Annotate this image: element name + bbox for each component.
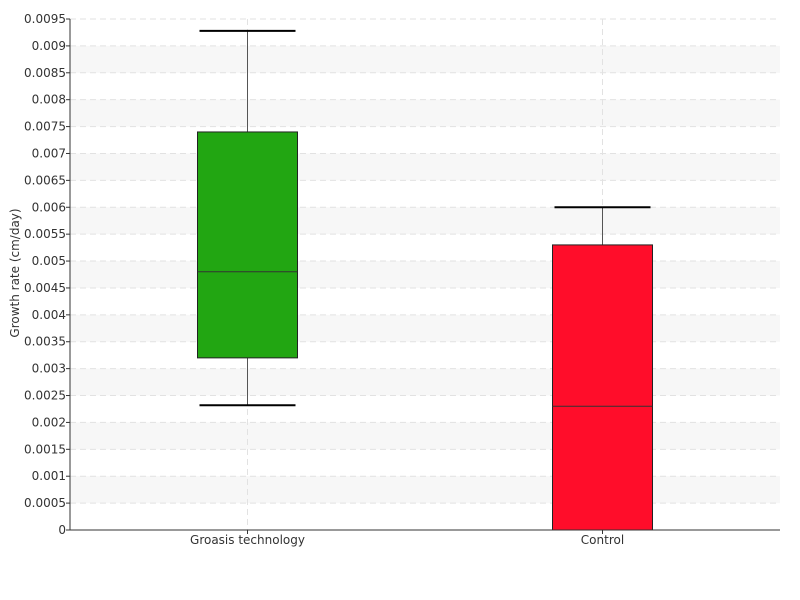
plot-band (70, 45, 780, 73)
plot-band (70, 99, 780, 127)
boxes (197, 29, 653, 531)
y-tick-label: 0.004 (32, 308, 66, 322)
y-ticks: 0 0.0005 0.001 0.0015 0.002 0.0025 0.003 0.0035… (24, 12, 70, 537)
box-body (552, 244, 653, 531)
plot-band (70, 422, 780, 450)
y-tick-label: 0.0015 (24, 442, 66, 456)
y-tick-label: 0.002 (32, 415, 66, 429)
plot-band (70, 314, 780, 342)
y-tick-label: 0.0035 (24, 335, 66, 349)
y-tick-label: 0.003 (32, 362, 66, 376)
axes (69, 19, 780, 531)
y-tick-label: 0.0095 (24, 12, 66, 26)
y-tick-label: 0.0025 (24, 389, 66, 403)
y-tick-label: 0.0005 (24, 496, 66, 510)
plot-background-bands (70, 45, 780, 504)
y-tick-label: 0.0065 (24, 173, 66, 187)
plot-band (70, 153, 780, 181)
box-1 (552, 206, 653, 531)
y-tick-label: 0 (58, 523, 66, 537)
gridlines (70, 18, 780, 530)
y-tick-label: 0.0045 (24, 281, 66, 295)
y-tick-label: 0.008 (32, 93, 66, 107)
y-tick-label: 0.001 (32, 469, 66, 483)
plot-band (70, 261, 780, 288)
y-tick-label: 0.007 (32, 146, 66, 160)
x-tick-label: Control (581, 533, 624, 547)
y-tick-label: 0.0055 (24, 227, 66, 241)
plot-band (70, 476, 780, 504)
y-axis-title: Growth rate (cm/day) (8, 208, 22, 337)
box-0 (197, 29, 298, 407)
plot-band (70, 368, 780, 396)
y-tick-label: 0.0075 (24, 120, 66, 134)
y-tick-label: 0.009 (32, 39, 66, 53)
plot-band (70, 207, 780, 235)
y-tick-label: 0.006 (32, 200, 66, 214)
x-tick-label: Groasis technology (190, 533, 305, 547)
x-ticks: Groasis technology Control (190, 530, 624, 547)
y-tick-label: 0.005 (32, 254, 66, 268)
box-body (197, 131, 298, 359)
y-tick-label: 0.0085 (24, 66, 66, 80)
